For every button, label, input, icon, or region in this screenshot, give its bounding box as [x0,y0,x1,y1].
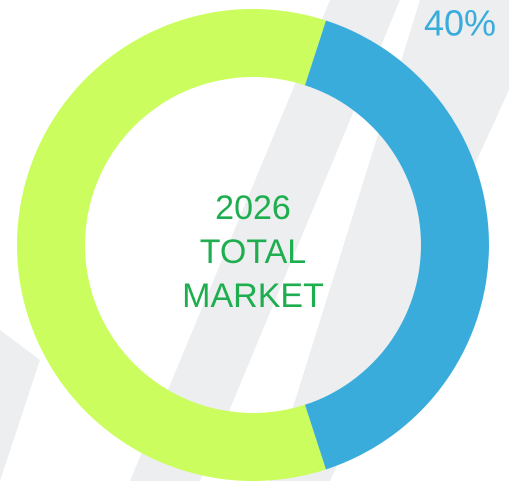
donut-segment [16,9,326,481]
value-label: 40% [424,3,496,44]
center-label: 2026 TOTAL MARKET [182,189,324,315]
donut-segment [304,20,489,470]
center-label-line: 2026 [215,189,291,227]
donut [16,9,489,481]
center-label-line: TOTAL [200,233,306,271]
center-label-line: MARKET [182,277,324,315]
